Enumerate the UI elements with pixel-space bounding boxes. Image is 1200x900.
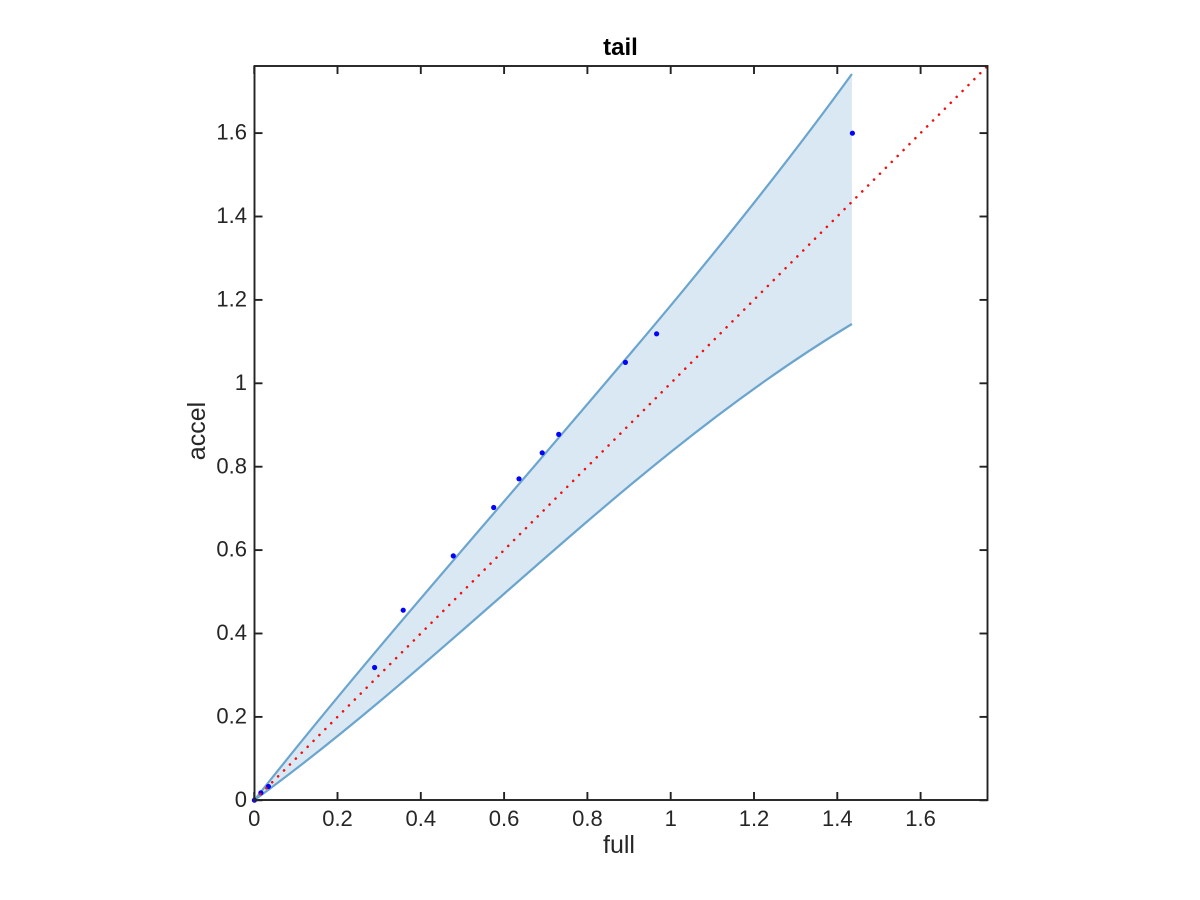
svg-text:0.4: 0.4: [406, 806, 437, 831]
svg-text:1: 1: [665, 806, 677, 831]
svg-text:1.6: 1.6: [216, 120, 247, 145]
svg-text:1.6: 1.6: [905, 806, 936, 831]
svg-text:0: 0: [248, 806, 260, 831]
svg-text:0.6: 0.6: [489, 806, 520, 831]
svg-text:1: 1: [235, 370, 247, 395]
svg-text:0: 0: [235, 787, 247, 812]
svg-text:full: full: [603, 831, 635, 859]
svg-text:accel: accel: [183, 402, 211, 460]
svg-text:1.4: 1.4: [216, 203, 247, 228]
svg-text:1.4: 1.4: [822, 806, 853, 831]
svg-text:1.2: 1.2: [216, 287, 247, 312]
svg-text:tail: tail: [603, 34, 638, 61]
svg-text:0.2: 0.2: [216, 704, 247, 729]
svg-text:1.2: 1.2: [739, 806, 770, 831]
svg-text:0.2: 0.2: [322, 806, 353, 831]
svg-text:0.6: 0.6: [216, 537, 247, 562]
svg-text:0.8: 0.8: [216, 453, 247, 478]
svg-text:0.4: 0.4: [216, 620, 247, 645]
svg-text:0.8: 0.8: [572, 806, 603, 831]
